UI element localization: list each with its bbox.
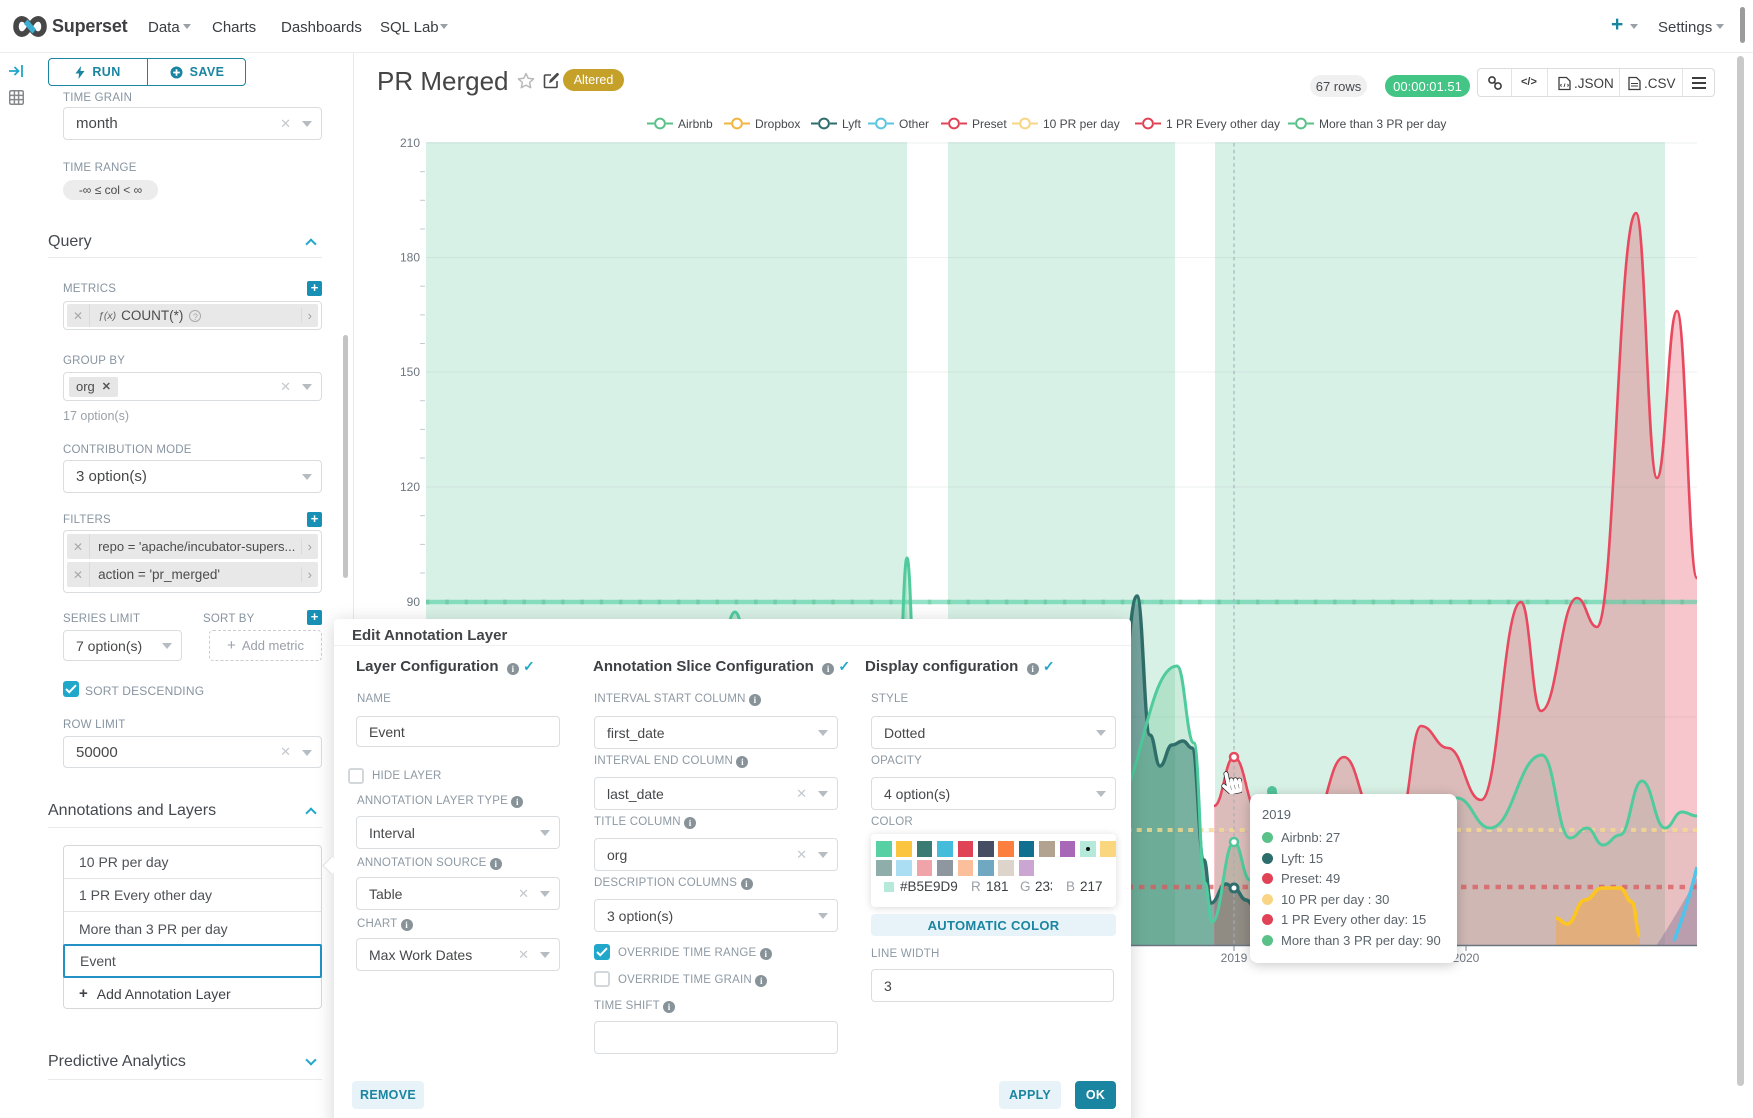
- svg-text:150: 150: [400, 365, 420, 379]
- svg-text:90: 90: [407, 595, 421, 609]
- svg-text:2019: 2019: [1221, 951, 1248, 965]
- svg-text:120: 120: [400, 480, 420, 494]
- svg-text:180: 180: [400, 251, 420, 265]
- svg-text:210: 210: [400, 136, 420, 150]
- svg-text:2020: 2020: [1453, 951, 1480, 965]
